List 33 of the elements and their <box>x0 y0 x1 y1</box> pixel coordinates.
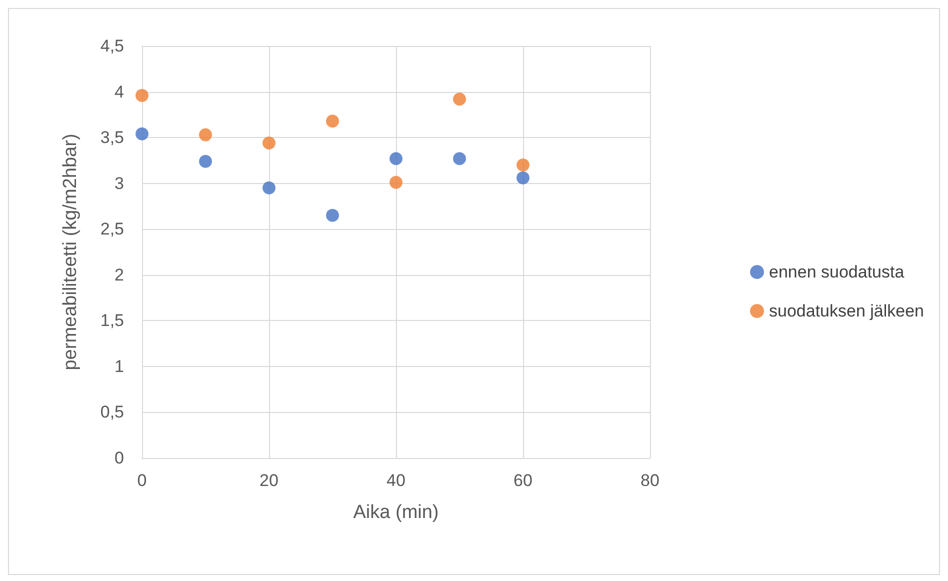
legend-label: suodatuksen jälkeen <box>769 302 924 320</box>
point <box>516 158 530 172</box>
x-tick-label: 60 <box>514 471 532 490</box>
legend-label: ennen suodatusta <box>769 262 905 282</box>
point <box>136 127 148 140</box>
y-tick-label: 0,5 <box>100 402 124 422</box>
y-tick-label: 4,5 <box>100 36 124 56</box>
point <box>326 114 339 128</box>
y-tick-label: 3 <box>114 174 124 193</box>
point <box>453 152 466 166</box>
y-axis-title: permeabiliteetti (kg/m2hbar) <box>60 134 81 370</box>
x-axis-title: Aika (min) <box>353 502 439 523</box>
x-tick-label: 80 <box>640 471 660 490</box>
point <box>516 171 530 184</box>
point <box>199 154 212 168</box>
y-tick-label: 1 <box>114 356 124 376</box>
point <box>453 92 466 106</box>
x-tick-label: 20 <box>260 471 278 490</box>
point <box>326 208 339 222</box>
y-tick-label: 2 <box>114 265 124 284</box>
point <box>262 136 276 150</box>
x-tick-label: 40 <box>386 471 406 490</box>
x-tick-label: 0 <box>137 471 147 490</box>
point <box>390 176 402 189</box>
point <box>199 128 212 142</box>
point <box>390 152 402 166</box>
y-tick-label: 1,5 <box>100 311 124 330</box>
y-tick-label: 4 <box>114 82 124 102</box>
y-tick-label: 3,5 <box>100 128 124 148</box>
point <box>262 181 276 194</box>
y-tick-label: 0 <box>114 448 124 468</box>
point <box>136 88 148 102</box>
y-tick-label: 2,5 <box>100 220 124 239</box>
